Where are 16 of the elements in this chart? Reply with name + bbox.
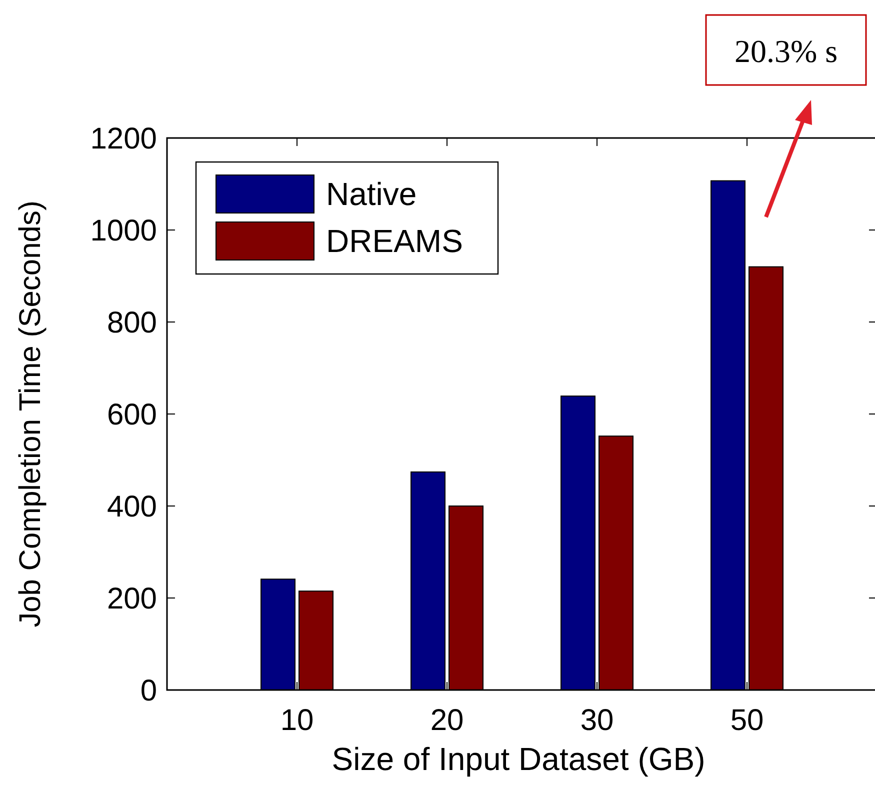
- y-tick-label: 200: [106, 582, 157, 616]
- x-tick-label: 10: [280, 704, 314, 737]
- y-tick-label: 1000: [90, 214, 157, 248]
- x-tick-label: 30: [580, 704, 614, 737]
- y-tick-label: 400: [106, 490, 157, 524]
- x-axis-title: Size of Input Dataset (GB): [332, 741, 706, 777]
- x-tick-label: 20: [430, 704, 464, 737]
- y-tick-label: 600: [106, 398, 157, 432]
- text: 20.3% s: [734, 33, 838, 69]
- x-tick-label: 50: [730, 704, 764, 737]
- legend-label: Native: [326, 176, 417, 212]
- y-tick-label: 0: [140, 674, 157, 708]
- y-tick-label: 800: [106, 306, 157, 340]
- y-tick-label: 1200: [90, 122, 157, 156]
- y-axis-title: Job Completion Time (Seconds): [14, 200, 47, 628]
- legend-label: DREAMS: [326, 223, 463, 259]
